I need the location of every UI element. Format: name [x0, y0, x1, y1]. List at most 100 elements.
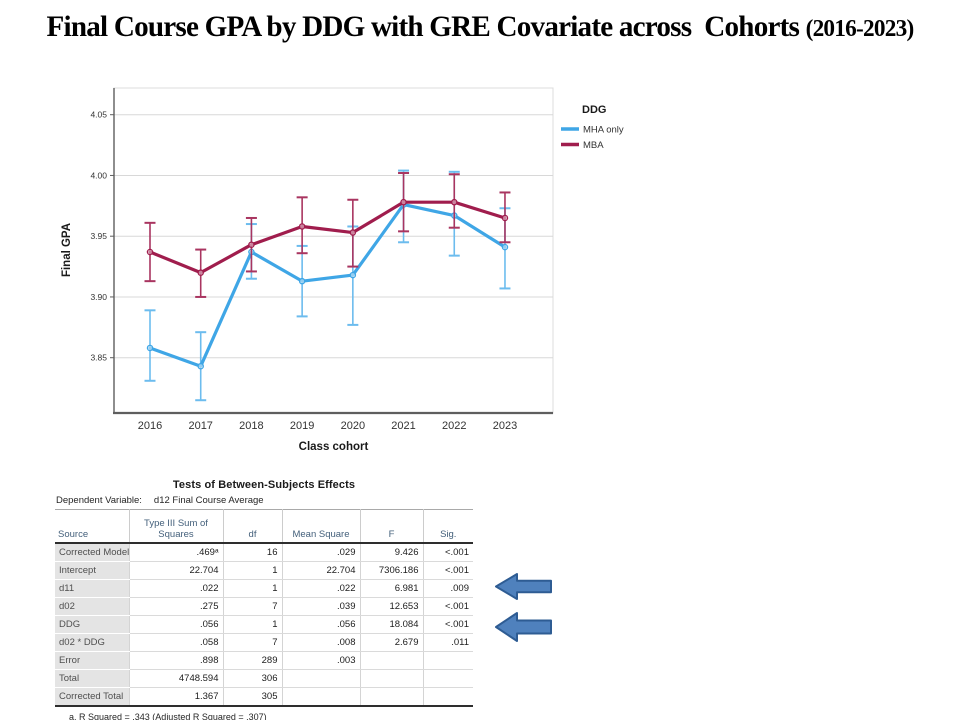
table-row: d11.022 1.022 6.981.009: [55, 579, 473, 598]
table-row: Corrected Model .469ᵃ 16.029 9.426 <.001: [55, 543, 473, 562]
legend-title: DDG: [582, 104, 606, 116]
x-tick-label: 2021: [391, 420, 415, 432]
value-cell: .022: [281, 579, 360, 598]
value-cell: 305: [222, 687, 282, 706]
value-cell: 1: [222, 561, 282, 580]
table-header: Source Type III Sum of Squares df Mean Squa…: [55, 509, 473, 544]
value-cell: [281, 669, 360, 688]
value-cell: .275: [128, 597, 223, 616]
data-point-marker: [501, 214, 509, 222]
value-cell: 306: [222, 669, 282, 688]
value-cell: .009: [422, 579, 473, 598]
y-tick-label: 3.90: [90, 292, 107, 302]
value-cell: [359, 651, 423, 670]
y-tick-label: 4.05: [90, 110, 107, 120]
x-tick-label: 2016: [138, 420, 162, 432]
value-cell: <.001: [422, 561, 473, 580]
y-tick-label: 3.95: [90, 231, 107, 241]
source-cell: d02 * DDG: [55, 633, 129, 652]
column-header-sig-: Sig.: [422, 509, 473, 544]
value-cell: 6.981: [359, 579, 423, 598]
value-cell: 7: [222, 597, 282, 616]
data-point-marker: [400, 198, 407, 206]
table-row: Intercept 22.704 1 22.704 7306.186 <.001: [55, 561, 473, 580]
dependent-variable-line: Dependent Variable: d12 Final Course Aver…: [55, 495, 473, 506]
data-point-marker: [146, 248, 154, 256]
value-cell: [422, 669, 473, 688]
x-tick-label: 2017: [188, 420, 212, 432]
value-cell: .008: [281, 633, 360, 652]
dependent-variable-value: d12 Final Course Average: [153, 495, 264, 506]
source-cell: DDG: [55, 615, 129, 634]
anova-table-block: Tests of Between-Subjects Effects Depend…: [55, 479, 473, 720]
x-tick-label: 2020: [341, 420, 365, 432]
x-tick-label: 2022: [442, 420, 466, 432]
source-cell: Intercept: [55, 561, 129, 580]
data-point-marker: [298, 277, 306, 285]
value-cell: .469ᵃ: [128, 543, 223, 562]
left-arrow-icon-points-to-DDG-row: [495, 612, 552, 642]
left-arrow-icon-points-to-d11-row: [495, 573, 552, 600]
dependent-variable-label: Dependent Variable:: [56, 495, 142, 506]
data-point-marker: [349, 271, 357, 279]
series-line-mha-only: [148, 203, 507, 368]
y-tick-label: 4.00: [90, 170, 107, 180]
value-cell: 289: [222, 651, 282, 670]
tests-of-between-subjects-effects-table: Source Type III Sum of Squares df Mean Squa…: [55, 509, 473, 707]
legend-label: MHA only: [583, 125, 624, 136]
value-cell: [281, 687, 360, 706]
data-point-marker: [349, 229, 357, 236]
value-cell: .056: [281, 615, 360, 634]
source-cell: d11: [55, 579, 129, 598]
value-cell: <.001: [422, 615, 473, 634]
value-cell: 18.084: [359, 615, 423, 634]
value-cell: 22.704: [128, 561, 223, 580]
value-cell: <.001: [422, 543, 473, 562]
value-cell: .029: [281, 543, 360, 562]
source-cell: d02: [55, 597, 129, 616]
column-header-mean-square: Mean Square: [281, 509, 360, 544]
value-cell: 1: [222, 615, 282, 634]
value-cell: .003: [281, 651, 360, 670]
table-title: Tests of Between-Subjects Effects: [172, 479, 356, 491]
value-cell: .039: [281, 597, 360, 616]
gpa-line-chart: 3.85 3.90 3.95 4.00 4.05 2016 2017 2018 2019 2020…: [61, 87, 624, 453]
x-axis-title: Class cohort: [299, 441, 369, 453]
source-cell: Error: [55, 651, 129, 670]
data-point-marker: [248, 241, 255, 248]
value-cell: .022: [128, 579, 223, 598]
data-point-marker: [298, 223, 306, 230]
value-cell: [422, 687, 473, 706]
table-row: DDG .056 1.056 18.084 <.001: [55, 615, 473, 634]
column-header-f: F: [359, 509, 423, 544]
data-point-marker: [146, 344, 154, 352]
x-tick-label: 2018: [239, 420, 263, 432]
value-cell: 1.367: [128, 687, 223, 706]
source-cell: Corrected Total: [55, 687, 129, 706]
value-cell: 4748.594: [128, 669, 223, 688]
value-cell: 12.653: [359, 597, 423, 616]
column-header-source: Source: [55, 509, 129, 544]
x-tick-label: 2023: [493, 420, 517, 432]
column-header-type-iii-sum-of-squares: Type III Sum of Squares: [128, 509, 223, 544]
slide-title-main: Final Course GPA by DDG with GRE Covaria…: [46, 10, 806, 43]
table-row: d02 * DDG .058 7.008 2.679.011: [55, 633, 473, 652]
value-cell: .011: [422, 633, 473, 652]
table-footnote: a. R Squared = .343 (Adjusted R Squared …: [69, 712, 267, 720]
value-cell: 22.704: [281, 561, 360, 580]
value-cell: [422, 651, 473, 670]
slide-title-years: (2016-2023): [805, 16, 915, 42]
data-point-marker: [501, 243, 509, 251]
value-cell: .056: [128, 615, 223, 634]
column-header-df: df: [222, 509, 282, 544]
data-point-marker: [197, 269, 204, 276]
value-cell: 9.426: [359, 543, 423, 562]
table-row: Error .898 289.003: [55, 651, 473, 670]
source-cell: Total: [55, 669, 129, 688]
table-row: Corrected Total 1.367 305: [55, 687, 473, 706]
y-tick-label: 3.85: [90, 353, 107, 363]
source-cell: Corrected Model: [55, 543, 129, 562]
data-point-marker: [197, 362, 204, 370]
